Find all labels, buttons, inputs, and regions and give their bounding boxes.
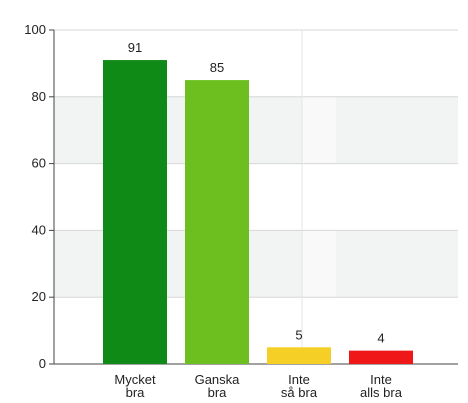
y-tick-label: 60 — [32, 156, 46, 171]
value-label: 4 — [377, 331, 384, 346]
category-label: Mycket bra — [114, 372, 156, 400]
value-label: 5 — [295, 327, 302, 342]
y-tick-label: 100 — [24, 22, 46, 37]
bar-4 — [349, 350, 413, 364]
category-label: Ganska bra — [195, 372, 241, 400]
y-tick-label: 80 — [32, 89, 46, 104]
y-tick-labels: 0 20 40 60 80 100 — [24, 22, 46, 371]
bar-3 — [267, 347, 331, 364]
y-tick-label: 0 — [39, 356, 46, 371]
category-label-line: bra — [208, 385, 228, 400]
value-label: 91 — [128, 40, 142, 55]
bar-1 — [103, 60, 167, 365]
category-label-line: alls bra — [360, 385, 403, 400]
category-label-line: Inte — [288, 372, 310, 387]
y-tick-label: 40 — [32, 222, 46, 237]
value-labels: 91 85 5 4 — [128, 40, 385, 346]
category-label-line: Mycket — [114, 372, 156, 387]
category-label-line: bra — [126, 385, 146, 400]
category-label-line: Ganska — [195, 372, 241, 387]
category-label: Inte så bra — [281, 372, 318, 400]
bars — [103, 60, 413, 365]
value-label: 85 — [210, 60, 224, 75]
category-label-line: så bra — [281, 385, 318, 400]
category-label-line: Inte — [370, 372, 392, 387]
y-tick-label: 20 — [32, 289, 46, 304]
category-label: Inte alls bra — [360, 372, 403, 400]
bar-2 — [185, 80, 249, 364]
background-column — [302, 30, 336, 364]
